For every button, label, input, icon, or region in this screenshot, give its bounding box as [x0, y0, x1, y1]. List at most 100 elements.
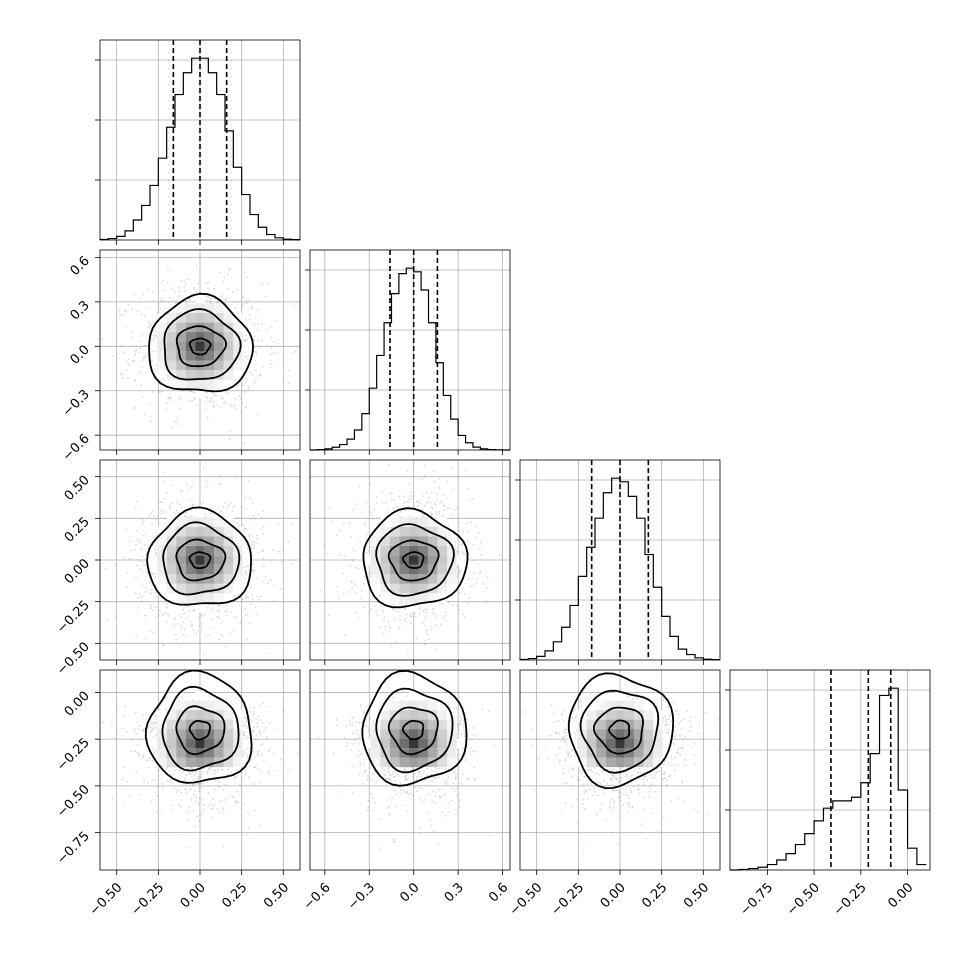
density-cell	[380, 526, 390, 537]
density-cell	[380, 729, 390, 739]
density-cell	[437, 526, 447, 537]
density-cell	[157, 719, 167, 730]
density-cell	[166, 545, 177, 556]
density-cell	[214, 303, 224, 314]
density-cell	[223, 757, 234, 768]
density-cell	[653, 757, 663, 768]
density-cell	[643, 700, 654, 711]
density-cell	[223, 351, 234, 361]
density-cell	[223, 710, 234, 720]
density-cell	[176, 757, 186, 768]
contour-1	[144, 670, 253, 784]
density-cell	[399, 555, 409, 565]
density-cell	[204, 710, 215, 720]
density-cell	[214, 313, 224, 323]
density-cell	[223, 748, 234, 758]
density-cell	[166, 322, 177, 333]
density-cell	[577, 738, 587, 749]
density-cell	[166, 341, 177, 352]
density-cell	[437, 555, 447, 565]
density-cell	[185, 303, 196, 314]
hist-panel-4	[725, 669, 931, 871]
density-cell	[446, 564, 457, 575]
density-cell	[166, 536, 177, 546]
density-cell	[427, 574, 438, 584]
density-cell	[214, 545, 224, 556]
density-cell	[214, 360, 224, 371]
density-cell	[185, 564, 196, 575]
density-cell	[223, 738, 234, 749]
density-cell	[596, 719, 606, 730]
density-cell	[223, 313, 234, 323]
density-cell	[624, 757, 635, 768]
density-cell	[176, 322, 186, 333]
density-cell	[233, 322, 243, 333]
density-cell	[223, 719, 234, 730]
density-cell	[634, 729, 644, 739]
density-cell	[204, 322, 215, 333]
density-cell	[596, 710, 606, 720]
x-tick-label: 0.25	[219, 880, 250, 911]
density-cell	[223, 360, 234, 371]
density-cell	[147, 738, 158, 749]
density-cell	[615, 729, 625, 739]
density-cell	[408, 738, 419, 749]
density-cell	[157, 526, 167, 537]
density-cell	[624, 748, 635, 758]
density-cell	[596, 738, 606, 749]
density-cell	[195, 719, 205, 730]
density-cell	[437, 536, 447, 546]
hist-panel-2	[305, 249, 511, 451]
contour-2	[163, 308, 242, 381]
density-cell	[399, 526, 409, 537]
density-cell	[380, 710, 390, 720]
density-cell	[157, 370, 167, 380]
contour-2	[162, 521, 241, 596]
density-cell	[634, 719, 644, 730]
density-cell	[166, 729, 177, 739]
density-cell	[157, 738, 167, 749]
density-cell	[233, 555, 243, 565]
density-cell	[408, 564, 419, 575]
density-cell	[389, 574, 400, 584]
density-cell	[643, 748, 654, 758]
density-cell	[204, 593, 215, 603]
density-cell	[418, 738, 428, 749]
density-cell	[214, 332, 224, 342]
density-cell	[166, 757, 177, 768]
density-cell	[223, 574, 234, 584]
density-cell	[408, 729, 419, 739]
contour-4	[402, 720, 425, 741]
density-cell	[195, 332, 205, 342]
density-cell	[185, 593, 196, 603]
density-cell	[389, 700, 400, 711]
sample-points	[101, 265, 297, 444]
contour-3	[387, 539, 440, 582]
density-cell	[195, 322, 205, 333]
density-cell	[653, 748, 663, 758]
density-cell	[204, 748, 215, 758]
density-cell	[446, 574, 457, 584]
density-cell	[185, 351, 196, 361]
y-tick-label: 0.0	[68, 343, 93, 368]
density-cell	[399, 545, 409, 556]
density-cell	[605, 719, 616, 730]
y-tick-label: −0.50	[54, 640, 93, 679]
density-cell	[176, 313, 186, 323]
density-cell	[204, 379, 215, 390]
density-cell	[176, 379, 186, 390]
density-cell	[157, 564, 167, 575]
density-cell	[418, 545, 428, 556]
density-cell	[446, 555, 457, 565]
density-cell	[176, 360, 186, 371]
density-cell	[223, 379, 234, 390]
density-cell	[427, 526, 438, 537]
density-cell	[408, 710, 419, 720]
density-cell	[380, 757, 390, 768]
density-cell	[586, 757, 597, 768]
contour-4	[188, 337, 212, 356]
density-cell	[166, 564, 177, 575]
density-cell	[185, 545, 196, 556]
hist-panel-1	[95, 39, 301, 241]
density-cell	[176, 536, 186, 546]
